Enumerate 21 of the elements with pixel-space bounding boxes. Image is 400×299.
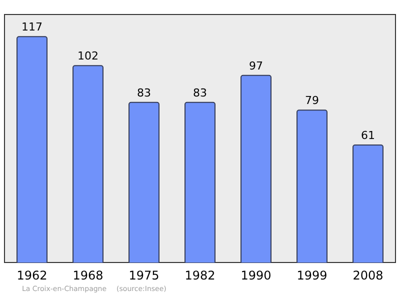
data-label: 102 [78,50,98,63]
x-tick-label: 1982 [184,268,216,283]
bar [16,36,48,263]
x-tick-label: 1975 [128,268,160,283]
x-tick-label: 1962 [16,268,48,283]
bar [184,102,216,263]
bar [240,74,272,263]
data-label: 97 [249,59,263,72]
x-tick-label: 1968 [72,268,104,283]
data-label: 79 [305,94,319,108]
data-label: 117 [22,20,42,34]
bar [296,110,328,263]
bar [352,144,384,263]
bar [128,102,160,263]
data-label: 83 [193,86,207,100]
bar [72,65,104,263]
data-label: 61 [361,128,375,142]
x-tick-label: 1999 [296,268,328,283]
x-tick-label: 1990 [240,268,272,283]
x-tick-label: 2008 [352,268,384,283]
data-label: 83 [137,86,151,100]
